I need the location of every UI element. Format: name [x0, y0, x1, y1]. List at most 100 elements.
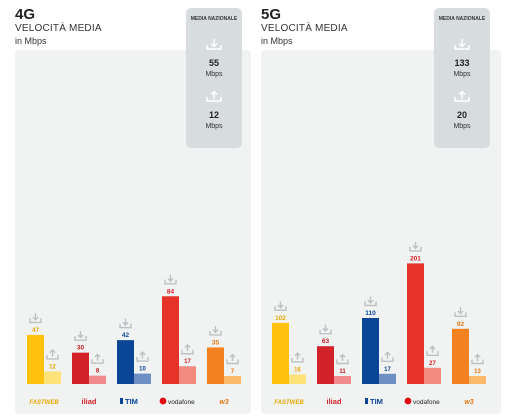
- brand-name: TIM: [370, 397, 383, 406]
- upload-arrow-icon: [426, 345, 439, 356]
- download-arrow-icon: [454, 39, 470, 50]
- average-download-value: 55: [208, 58, 219, 68]
- vodafone-logo-icon: [159, 397, 167, 405]
- upload-value-label: 11: [339, 369, 346, 375]
- brand-logo: w3: [464, 399, 473, 406]
- download-value-label: 201: [410, 255, 421, 262]
- brand-name: vodafone: [413, 399, 440, 406]
- upload-value-label: 17: [184, 359, 191, 365]
- download-bar: [317, 346, 334, 384]
- download-value-label: 42: [122, 332, 130, 339]
- brand-name: FASTWEB: [29, 400, 59, 406]
- brand-logo: TIM: [120, 397, 138, 406]
- download-arrow-icon: [119, 318, 132, 329]
- download-bar: [162, 296, 179, 384]
- upload-bar: [134, 373, 151, 384]
- upload-value-label: 16: [294, 367, 301, 373]
- brand-logo: w3: [219, 399, 228, 406]
- download-bar: [117, 340, 134, 384]
- average-upload-value: 12: [208, 110, 219, 120]
- upload-value-label: 13: [474, 369, 481, 375]
- upload-value-label: 7: [231, 369, 235, 375]
- download-value-label: 110: [365, 310, 376, 317]
- bar-group: 201 27: [407, 241, 441, 384]
- upload-bar: [44, 371, 61, 384]
- average-upload-unit: Mbps: [453, 123, 471, 130]
- brand-name: FASTWEB: [274, 400, 304, 406]
- chart-unit-label: in Mbps: [261, 36, 293, 46]
- upload-arrow-icon: [181, 343, 194, 355]
- upload-bar: [424, 367, 441, 384]
- chart-5g: 5G VELOCITÀ MEDIA in Mbps MEDIA NAZIONAL…: [258, 0, 508, 420]
- download-arrow-icon: [29, 313, 42, 324]
- brand-name: w3: [464, 399, 473, 406]
- brand-name: vodafone: [168, 399, 195, 406]
- download-arrow-icon: [409, 241, 422, 252]
- upload-value-label: 27: [429, 361, 436, 367]
- download-value-label: 92: [457, 321, 465, 328]
- bar-group: 30 8: [72, 331, 106, 384]
- download-arrow-icon: [74, 331, 87, 341]
- upload-bar: [289, 374, 306, 384]
- download-arrow-icon: [364, 296, 377, 307]
- bars-5g: 102 16 FASTWEB 63 11 iliad 110 17 TIM 201 27 vodafo…: [272, 241, 486, 406]
- download-bar: [27, 334, 44, 384]
- brand-name: iliad: [81, 397, 96, 406]
- download-value-label: 63: [322, 338, 330, 345]
- download-arrow-icon: [209, 325, 222, 336]
- average-upload-unit: Mbps: [205, 123, 223, 130]
- chart-subtitle: VELOCITÀ MEDIA: [15, 23, 102, 34]
- tim-logo-icon: [365, 398, 368, 404]
- upload-arrow-icon: [336, 353, 349, 365]
- upload-value-label: 10: [139, 367, 146, 373]
- national-average-box: MEDIA NAZIONALE 55 Mbps 12 Mbps: [186, 8, 242, 148]
- brand-name: w3: [219, 399, 228, 406]
- download-arrow-icon: [319, 324, 332, 335]
- bar-group: 102 16: [272, 301, 306, 384]
- download-arrow-icon: [454, 307, 467, 317]
- bar-group: 92 13: [452, 307, 486, 384]
- average-title: MEDIA NAZIONALE: [438, 16, 486, 22]
- chart-title: 5G: [261, 6, 282, 23]
- vodafone-logo-icon: [404, 397, 412, 405]
- download-value-label: 84: [167, 288, 175, 295]
- upload-arrow-icon: [454, 90, 470, 102]
- tim-logo-icon: [120, 398, 123, 404]
- upload-value-label: 17: [384, 367, 391, 373]
- download-arrow-icon: [164, 274, 177, 285]
- bar-group: 42 10: [117, 318, 151, 384]
- chart-subtitle: VELOCITÀ MEDIA: [261, 23, 348, 34]
- upload-bar: [224, 376, 241, 384]
- bar-group: 84 17: [162, 274, 196, 384]
- upload-value-label: 8: [96, 369, 100, 375]
- download-bar: [207, 347, 224, 384]
- download-bar: [452, 328, 469, 384]
- average-download-value: 133: [454, 58, 470, 68]
- download-value-label: 35: [212, 339, 220, 346]
- brand-logo: TIM: [365, 397, 383, 406]
- chart-unit-label: in Mbps: [15, 36, 47, 46]
- bar-group: 110 17: [362, 296, 396, 384]
- brand-logo: vodafone: [159, 397, 195, 406]
- brand-logo: FASTWEB: [29, 400, 59, 406]
- download-arrow-icon: [274, 301, 287, 311]
- upload-arrow-icon: [136, 351, 149, 362]
- download-value-label: 30: [77, 345, 85, 352]
- download-bar: [407, 263, 424, 384]
- average-upload-value: 20: [456, 110, 467, 120]
- download-value-label: 102: [275, 315, 286, 322]
- brand-logo: iliad: [326, 397, 341, 406]
- upload-arrow-icon: [291, 351, 304, 363]
- upload-arrow-icon: [46, 349, 59, 360]
- upload-arrow-icon: [471, 353, 484, 365]
- upload-bar: [334, 376, 351, 384]
- national-average-box: MEDIA NAZIONALE 133 Mbps 20 Mbps: [434, 8, 490, 148]
- average-download-unit: Mbps: [453, 71, 471, 78]
- chart-title: 4G: [15, 6, 36, 23]
- upload-arrow-icon: [91, 353, 104, 364]
- bar-group: 63 11: [317, 324, 351, 384]
- download-bar: [362, 318, 379, 384]
- download-bar: [72, 352, 89, 384]
- brand-logo: vodafone: [404, 397, 440, 406]
